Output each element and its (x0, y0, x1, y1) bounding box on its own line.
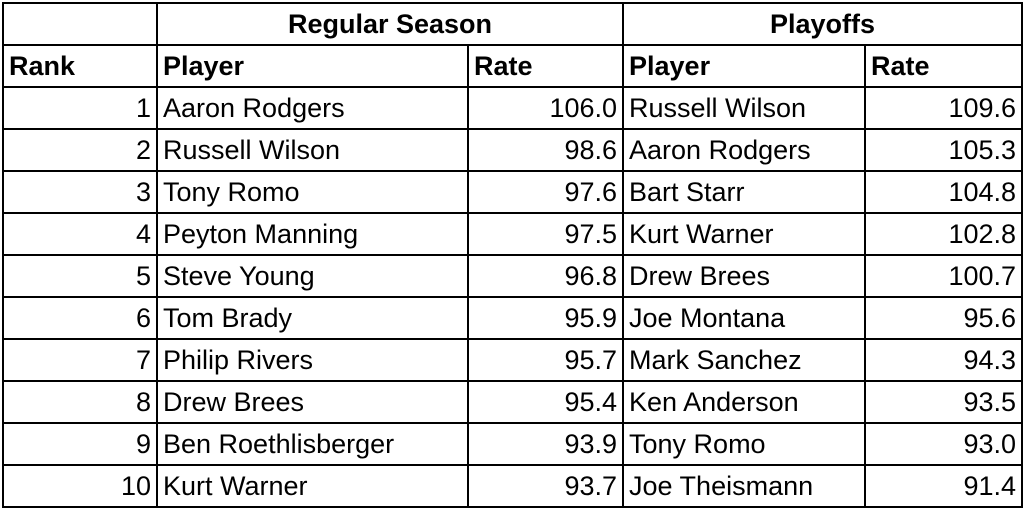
regular-season-rate-cell: 97.6 (466, 170, 625, 214)
rank-cell: 8 (2, 380, 158, 424)
regular-season-rate-cell: 95.7 (466, 338, 625, 382)
playoffs-rate-cell: 100.7 (864, 254, 1024, 298)
table-row: 2 Russell Wilson 98.6 Aaron Rodgers 105.3 (2, 128, 1024, 172)
regular-season-player-cell: Aaron Rodgers (156, 86, 469, 130)
regular-season-player-cell: Tom Brady (156, 296, 469, 340)
table-row: 1 Aaron Rodgers 106.0 Russell Wilson 109.6 (2, 86, 1024, 130)
playoffs-player-column-header: Player (622, 44, 867, 88)
regular-season-player-cell: Philip Rivers (156, 338, 469, 382)
rank-cell: 9 (2, 422, 158, 466)
playoffs-player-cell: Russell Wilson (622, 86, 867, 130)
playoffs-rate-cell: 109.6 (864, 86, 1024, 130)
table-row: 7 Philip Rivers 95.7 Mark Sanchez 94.3 (2, 338, 1024, 382)
playoffs-rate-column-header: Rate (864, 44, 1024, 88)
playoffs-player-cell: Drew Brees (622, 254, 867, 298)
regular-season-rate-cell: 95.9 (466, 296, 625, 340)
playoffs-rate-cell: 102.8 (864, 212, 1024, 256)
playoffs-rate-cell: 94.3 (864, 338, 1024, 382)
rank-cell: 2 (2, 128, 158, 172)
regular-season-rate-cell: 96.8 (466, 254, 625, 298)
regular-season-rate-cell: 98.6 (466, 128, 625, 172)
regular-season-rate-cell: 93.7 (466, 464, 625, 508)
playoffs-player-cell: Joe Theismann (622, 464, 867, 508)
rank-cell: 7 (2, 338, 158, 382)
playoffs-rate-cell: 93.0 (864, 422, 1024, 466)
rank-cell: 4 (2, 212, 158, 256)
rank-cell: 1 (2, 86, 158, 130)
group-header-row: Regular Season Playoffs (2, 2, 1024, 46)
playoffs-player-cell: Ken Anderson (622, 380, 867, 424)
rank-cell: 3 (2, 170, 158, 214)
regular-season-player-cell: Peyton Manning (156, 212, 469, 256)
playoffs-player-cell: Tony Romo (622, 422, 867, 466)
column-header-row: Rank Player Rate Player Rate (2, 44, 1024, 88)
rank-cell: 10 (2, 464, 158, 508)
playoffs-player-cell: Mark Sanchez (622, 338, 867, 382)
playoffs-player-cell: Kurt Warner (622, 212, 867, 256)
table-row: 8 Drew Brees 95.4 Ken Anderson 93.5 (2, 380, 1024, 424)
rank-cell: 5 (2, 254, 158, 298)
table-row: 6 Tom Brady 95.9 Joe Montana 95.6 (2, 296, 1024, 340)
playoffs-rate-cell: 91.4 (864, 464, 1024, 508)
regular-season-header: Regular Season (155, 2, 625, 46)
playoffs-rate-cell: 104.8 (864, 170, 1024, 214)
regular-season-player-cell: Drew Brees (156, 380, 469, 424)
table-row: 4 Peyton Manning 97.5 Kurt Warner 102.8 (2, 212, 1024, 256)
regular-season-player-cell: Russell Wilson (156, 128, 469, 172)
playoffs-player-cell: Aaron Rodgers (622, 128, 867, 172)
playoffs-player-cell: Joe Montana (622, 296, 867, 340)
table-body: Regular Season Playoffs Rank Player Rate… (2, 2, 1024, 508)
blank-corner-cell (2, 2, 158, 46)
playoffs-header: Playoffs (622, 2, 1024, 46)
passer-rating-table: Regular Season Playoffs Rank Player Rate… (2, 2, 1024, 508)
regular-season-rate-column-header: Rate (466, 44, 625, 88)
regular-season-player-column-header: Player (156, 44, 469, 88)
regular-season-player-cell: Kurt Warner (156, 464, 469, 508)
regular-season-rate-cell: 93.9 (466, 422, 625, 466)
regular-season-rate-cell: 97.5 (466, 212, 625, 256)
regular-season-player-cell: Steve Young (156, 254, 469, 298)
table-row: 5 Steve Young 96.8 Drew Brees 100.7 (2, 254, 1024, 298)
rank-cell: 6 (2, 296, 158, 340)
regular-season-player-cell: Tony Romo (156, 170, 469, 214)
table-row: 10 Kurt Warner 93.7 Joe Theismann 91.4 (2, 464, 1024, 508)
regular-season-rate-cell: 106.0 (466, 86, 625, 130)
playoffs-rate-cell: 105.3 (864, 128, 1024, 172)
rank-column-header: Rank (2, 44, 158, 88)
playoffs-player-cell: Bart Starr (622, 170, 867, 214)
playoffs-rate-cell: 93.5 (864, 380, 1024, 424)
table-row: 9 Ben Roethlisberger 93.9 Tony Romo 93.0 (2, 422, 1024, 466)
table-row: 3 Tony Romo 97.6 Bart Starr 104.8 (2, 170, 1024, 214)
regular-season-rate-cell: 95.4 (466, 380, 625, 424)
playoffs-rate-cell: 95.6 (864, 296, 1024, 340)
regular-season-player-cell: Ben Roethlisberger (156, 422, 469, 466)
